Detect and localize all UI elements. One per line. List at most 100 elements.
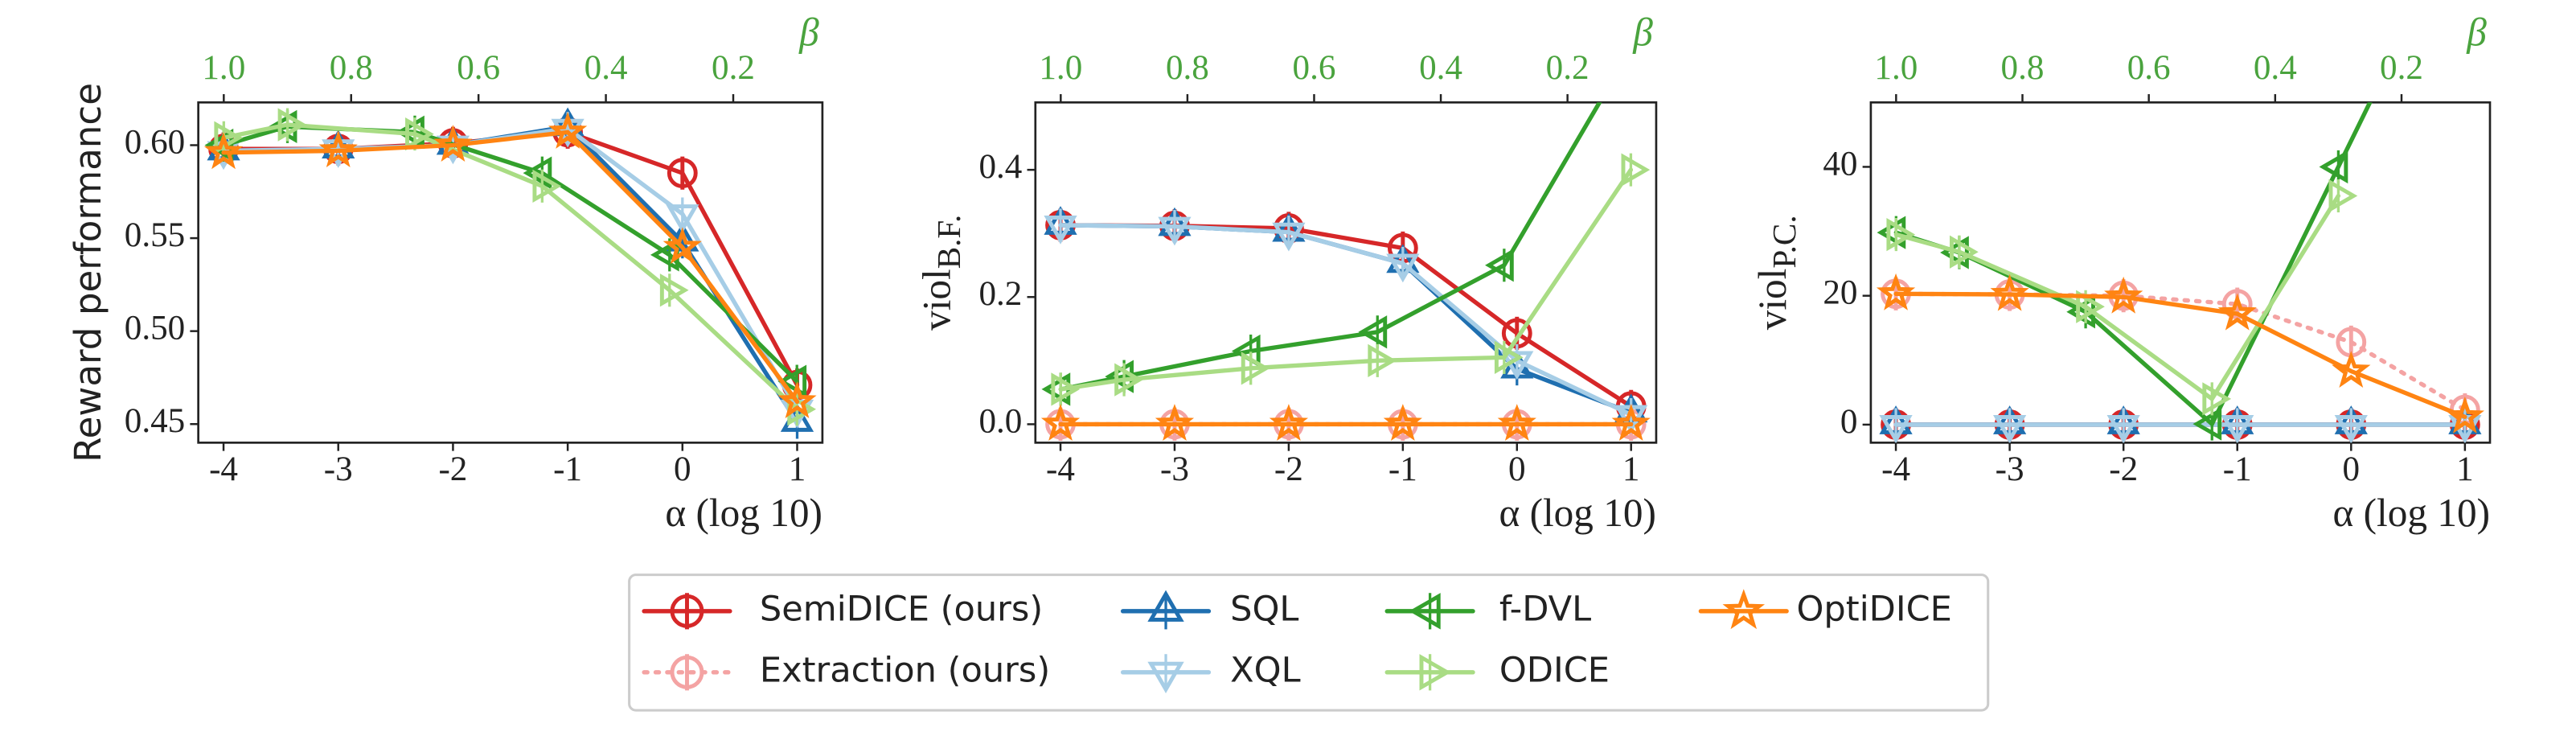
marker-shape xyxy=(548,111,588,149)
x-tick-label: -1 xyxy=(2223,450,2252,488)
y-axis-label: violP.C. xyxy=(1750,215,1803,330)
series-line xyxy=(221,130,800,405)
marker-shape xyxy=(277,108,307,142)
series-line xyxy=(221,124,799,384)
marker-shape xyxy=(1368,343,1397,377)
series-line xyxy=(1893,291,2467,413)
x-tick-label: 0 xyxy=(2343,450,2361,488)
series-marker xyxy=(203,132,244,170)
x-tick-label: -3 xyxy=(324,450,353,488)
marker-shape xyxy=(777,364,807,398)
series-line xyxy=(1893,291,2467,419)
series-marker xyxy=(1241,352,1270,385)
x-tick-label: 1 xyxy=(1622,450,1640,488)
marker-shape xyxy=(1722,589,1766,630)
plot-frame xyxy=(1869,101,2492,444)
y-tick-label: 0.2 xyxy=(978,275,1022,313)
series-marker xyxy=(1114,363,1143,397)
series-marker xyxy=(277,108,307,142)
x-tick-label: 0 xyxy=(674,450,691,488)
x2-tick-label: 0.2 xyxy=(1546,49,1589,87)
series-marker xyxy=(2334,408,2368,443)
marker-shape xyxy=(1877,216,1906,249)
series-marker xyxy=(1990,273,2029,311)
x2-tick-label: 1.0 xyxy=(1039,49,1082,87)
marker-shape xyxy=(1358,315,1388,349)
series-line xyxy=(1058,223,1634,415)
y-tick-label: 0 xyxy=(1840,403,1858,441)
legend-label: OptiDICE xyxy=(1796,589,1951,629)
series-marker xyxy=(2106,408,2140,443)
marker-shape xyxy=(659,273,689,307)
x2-tick-label: 0.8 xyxy=(1166,49,1209,87)
marker-shape xyxy=(2192,407,2222,441)
marker-shape xyxy=(777,381,817,419)
series-marker xyxy=(1992,408,2027,443)
series-marker xyxy=(318,130,358,167)
x-tick-label: -4 xyxy=(1046,450,1075,488)
marker-shape xyxy=(1990,273,2029,311)
x-tick-label: -3 xyxy=(1160,450,1189,488)
series-line xyxy=(221,125,800,412)
marker-shape xyxy=(2104,276,2143,314)
series-marker xyxy=(2332,351,2371,388)
series-marker xyxy=(777,381,817,419)
series-marker xyxy=(1272,216,1306,252)
x2-tick-label: 0.4 xyxy=(1419,49,1462,87)
x-axis-label: α (log 10) xyxy=(665,491,822,535)
marker-shape xyxy=(662,227,702,265)
marker-shape xyxy=(1886,217,1916,252)
marker-shape xyxy=(396,115,425,149)
series-marker xyxy=(2202,382,2232,416)
series-marker xyxy=(1051,372,1081,406)
series-marker xyxy=(1158,209,1192,246)
x-tick-label: 0 xyxy=(1508,450,1526,488)
marker-shape xyxy=(2328,179,2358,213)
series-marker xyxy=(1497,404,1536,441)
legend-marker xyxy=(1722,589,1766,630)
y-axis-label-base: viol xyxy=(915,269,959,331)
marker-shape xyxy=(2217,293,2257,331)
marker-shape xyxy=(523,156,552,190)
series-marker xyxy=(2221,408,2254,443)
marker-shape xyxy=(532,169,562,203)
marker-shape xyxy=(1051,372,1081,406)
x-tick-label: -1 xyxy=(553,450,582,488)
marker-shape xyxy=(1940,236,1969,269)
y-tick-label: 0.60 xyxy=(125,123,185,161)
series-marker xyxy=(662,227,702,265)
x-tick-label: -2 xyxy=(1274,450,1303,488)
series-marker xyxy=(1879,408,1913,443)
legend-label: XQL xyxy=(1230,650,1300,690)
y-axis-label-sub: B.F. xyxy=(931,215,968,269)
marker-shape xyxy=(1611,404,1651,441)
marker-shape xyxy=(2332,351,2371,388)
series-marker xyxy=(1358,315,1388,349)
marker-shape xyxy=(1241,352,1270,385)
x2-tick-label: 0.6 xyxy=(457,49,500,87)
marker-shape xyxy=(1419,654,1451,691)
series-marker xyxy=(667,156,698,190)
series-marker xyxy=(1886,217,1916,252)
legend-label: ODICE xyxy=(1499,650,1610,690)
legend-label: SemiDICE (ours) xyxy=(760,589,1043,629)
marker-shape xyxy=(1621,153,1651,187)
marker-shape xyxy=(2202,382,2232,416)
series-line xyxy=(1058,102,1602,392)
x2-tick-label: 0.2 xyxy=(2380,49,2423,87)
series-marker xyxy=(2319,150,2348,184)
y-tick-label: 40 xyxy=(1823,145,1857,183)
x2-axis-label: β xyxy=(1632,10,1653,54)
marker-shape xyxy=(1485,249,1514,282)
legend-marker xyxy=(1419,654,1451,691)
series-marker xyxy=(1950,235,1979,269)
marker-shape xyxy=(2076,290,2105,323)
marker-shape xyxy=(203,132,244,170)
series-marker xyxy=(1386,246,1420,283)
legend-marker xyxy=(1147,654,1184,693)
x2-tick-label: 0.4 xyxy=(2254,49,2297,87)
x-tick-label: 1 xyxy=(2456,450,2474,488)
series-marker xyxy=(1044,208,1077,245)
series-marker xyxy=(1621,153,1651,187)
series-marker xyxy=(666,197,699,233)
